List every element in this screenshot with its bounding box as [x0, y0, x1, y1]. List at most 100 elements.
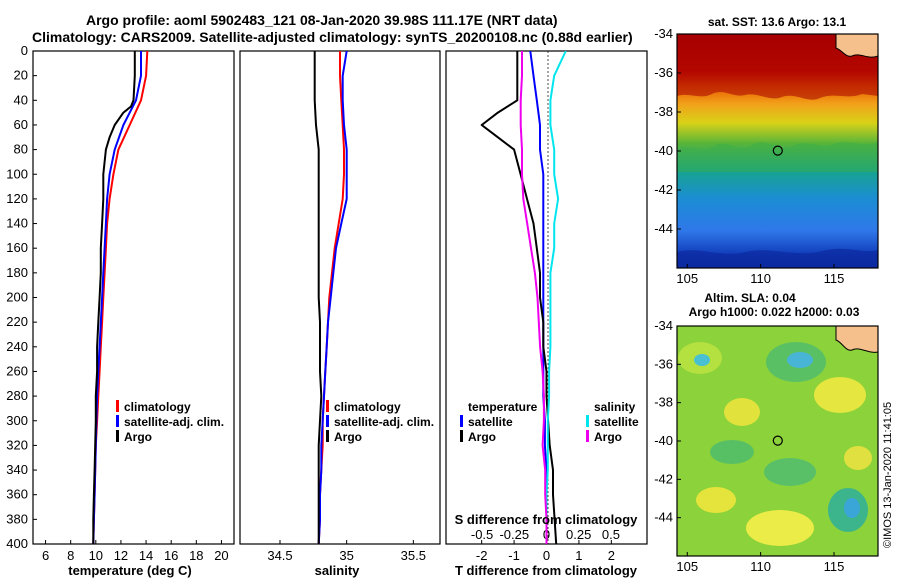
x-tick-label: 20: [214, 548, 228, 563]
map-x-tick-label: 115: [824, 559, 845, 574]
salinity-difference-x-axis: -0.5 -0.25 0 0.25 0.5: [471, 527, 620, 542]
sst-cold-band: [677, 248, 878, 268]
salinity-x-axis: 34.5 35 35.5: [267, 540, 426, 563]
legend-label-sal-argo: Argo: [594, 430, 622, 444]
sla-blob: [814, 377, 866, 413]
map-y-tick-label: -42: [654, 182, 673, 197]
series-line-temperature-satellite: [529, 51, 548, 544]
depth-tick-label: 20: [14, 68, 28, 83]
map-y-tick-label: -42: [654, 471, 673, 486]
legend-swatch-satellite: [326, 415, 329, 427]
x-tick-label: 6: [42, 548, 49, 563]
temperature-panel-frame: [32, 50, 235, 545]
legend-swatch-temp-argo: [460, 430, 463, 442]
depth-tick-label: 120: [6, 191, 28, 206]
legend-label-temp-satellite: satellite: [468, 415, 513, 429]
salinity-legend: climatology satellite-adj. clim. Argo: [326, 400, 434, 444]
depth-tick-label: 100: [6, 166, 28, 181]
series-line-salinity-satellite: [545, 51, 567, 544]
x2-tick-label: -0.25: [499, 527, 529, 542]
series-line-salinity-argo: [519, 51, 548, 544]
map-y-tick-label: -34: [654, 318, 673, 333]
depth-tick-label: 360: [6, 487, 28, 502]
x-tick-label: 34.5: [267, 548, 292, 563]
temperature-x-axis: 6 8 10 12 14 16 18 20: [42, 540, 229, 563]
legend-swatch-sal-argo: [586, 430, 589, 442]
legend-label-satellite: satellite-adj. clim.: [334, 415, 434, 429]
legend-label-temp-argo: Argo: [468, 430, 496, 444]
depth-tick-label: 320: [6, 437, 28, 452]
temperature-series: [92, 51, 149, 544]
sla-blob: [844, 498, 860, 518]
difference-x-label: T difference from climatology: [455, 563, 638, 578]
sla-map-title: Altim. SLA: 0.04: [704, 291, 796, 305]
sst-green-band: [677, 142, 878, 172]
series-line-argo: [313, 51, 323, 544]
depth-tick-label: 60: [14, 117, 28, 132]
x-tick-label: -1: [508, 548, 520, 563]
difference-legend: temperature salinity satellite Argo sate…: [460, 400, 639, 444]
sla-map: [677, 326, 878, 556]
map-y-tick-label: -34: [654, 26, 673, 41]
sst-warm-band: [677, 34, 878, 100]
map-x-tick-label: 110: [750, 271, 771, 286]
sla-blob: [710, 440, 754, 464]
depth-axis: 0 20 40 60 80 100 120 140 160 180 200 220 240 260 280 3…: [6, 43, 37, 551]
salinity-x-label: salinity: [315, 563, 361, 578]
depth-tick-label: 380: [6, 511, 28, 526]
sla-land-patch: [835, 326, 878, 353]
salinity-panel-frame: [239, 50, 441, 545]
depth-tick-label: 0: [21, 43, 28, 58]
x2-tick-label: 0.25: [566, 527, 591, 542]
legend-swatch-satellite: [116, 415, 119, 427]
legend-label-argo: Argo: [334, 430, 362, 444]
x2-tick-label: 0.5: [602, 527, 620, 542]
legend-label-sal-satellite: satellite: [594, 415, 639, 429]
legend-label-satellite: satellite-adj. clim.: [124, 415, 224, 429]
x-tick-label: 35.5: [401, 548, 426, 563]
sla-map-subtitle: Argo h1000: 0.022 h2000: 0.03: [689, 305, 860, 319]
depth-tick-label: 240: [6, 339, 28, 354]
sla-argo-position-marker: [772, 435, 783, 446]
map-y-tick-label: -44: [654, 510, 673, 525]
depth-tick-label: 40: [14, 92, 28, 107]
depth-tick-label: 180: [6, 265, 28, 280]
depth-tick-label: 300: [6, 413, 28, 428]
temperature-x-label: temperature (deg C): [68, 563, 192, 578]
depth-tick-label: 340: [6, 462, 28, 477]
x-tick-label: 10: [89, 548, 103, 563]
sla-blob: [787, 352, 813, 368]
x-tick-label: 16: [164, 548, 178, 563]
figure-title-line1: Argo profile: aoml 5902483_121 08-Jan-20…: [86, 12, 558, 28]
depth-tick-label: 140: [6, 216, 28, 231]
x-tick-label: 12: [114, 548, 128, 563]
legend-label-climatology: climatology: [334, 400, 401, 414]
legend-label-climatology: climatology: [124, 400, 191, 414]
map-y-tick-label: -36: [654, 65, 673, 80]
sst-map-title: sat. SST: 13.6 Argo: 13.1: [708, 15, 847, 29]
map-y-tick-label: -38: [654, 395, 673, 410]
series-line-argo: [92, 51, 136, 544]
map-x-tick-label: 110: [750, 559, 771, 574]
figure-title-line2: Climatology: CARS2009. Satellite-adjuste…: [32, 29, 633, 45]
depth-tick-label: 280: [6, 388, 28, 403]
legend-swatch-temp-satellite: [460, 415, 463, 427]
x2-tick-label: -0.5: [471, 527, 493, 542]
x-tick-label: -2: [476, 548, 488, 563]
temperature-legend: climatology satellite-adj. clim. Argo: [116, 400, 224, 444]
sst-map-axes: 105 110 115 -34 -36 -38 -40 -42 -44: [654, 26, 844, 286]
series-line-temperature-argo: [480, 51, 558, 544]
sst-land-patch: [835, 34, 878, 58]
imos-watermark: ©IMOS 13-Jan-2020 11:41:05: [882, 402, 894, 548]
legend-label-argo: Argo: [124, 430, 152, 444]
legend-swatch-climatology: [116, 400, 119, 412]
map-x-tick-label: 115: [824, 271, 845, 286]
sla-blob: [724, 398, 760, 426]
sst-argo-position-marker: [772, 145, 783, 156]
x-tick-label: 35: [339, 548, 353, 563]
depth-tick-label: 160: [6, 240, 28, 255]
x-tick-label: 2: [608, 548, 615, 563]
map-y-tick-label: -44: [654, 221, 673, 236]
salinity-difference-label: S difference from climatology: [455, 512, 639, 527]
